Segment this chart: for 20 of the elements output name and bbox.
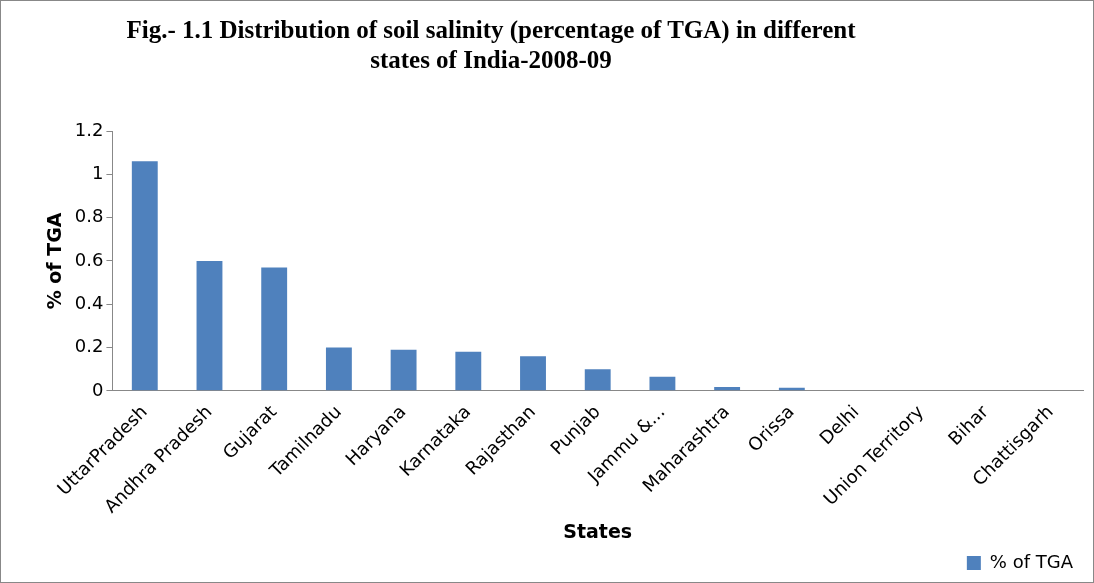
y-axis-title: % of TGA <box>43 212 66 310</box>
bar <box>131 161 158 391</box>
y-tick-label: 0.2 <box>74 335 104 357</box>
bar <box>390 349 417 391</box>
chart-title: Fig.- 1.1 Distribution of soil salinity (percentage of TGA) in different states of India-2008-09 <box>125 15 857 75</box>
y-tick-label: 0.6 <box>74 248 104 270</box>
legend-label: % of TGA <box>989 550 1074 572</box>
y-tick-label: 0.8 <box>74 205 104 227</box>
y-tick-label: 0.4 <box>74 291 104 313</box>
bar <box>261 267 288 391</box>
bar <box>520 356 546 391</box>
bar <box>325 347 352 391</box>
y-tick-label: 0 <box>91 378 104 400</box>
bar <box>584 369 611 391</box>
y-tick-label: 1 <box>91 161 104 183</box>
x-axis-title: States <box>563 519 633 542</box>
bar <box>455 351 482 391</box>
y-tick-label: 1.2 <box>74 118 104 140</box>
bar <box>196 260 223 391</box>
bar <box>649 376 676 391</box>
